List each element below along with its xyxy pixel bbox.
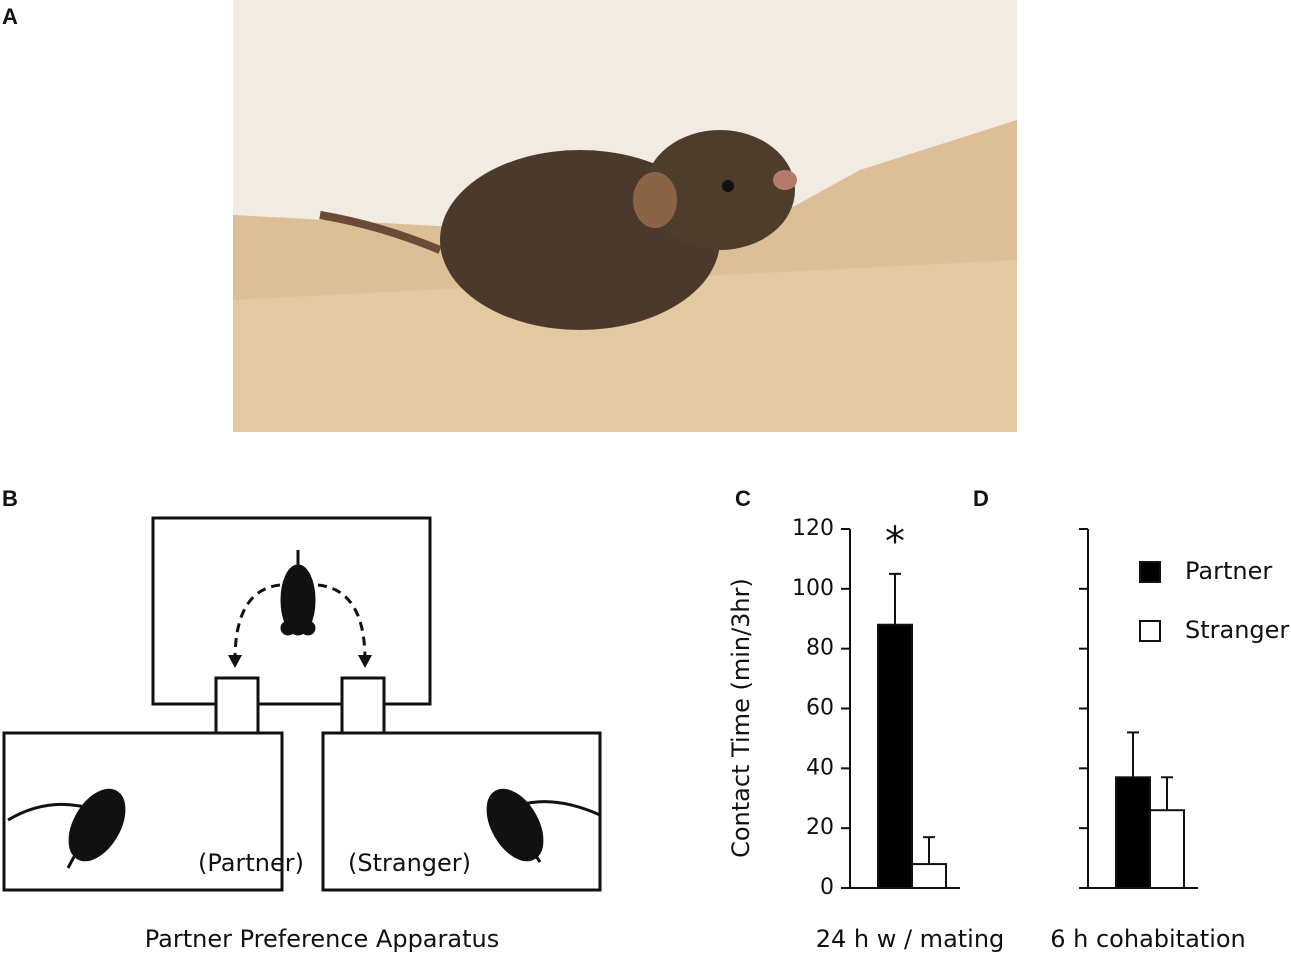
panel-label: D bbox=[973, 486, 989, 511]
legend-swatch bbox=[1139, 620, 1161, 642]
error-bar bbox=[1127, 731, 1139, 778]
error-bar bbox=[889, 572, 901, 625]
panel-label: C bbox=[735, 486, 751, 511]
y-tick-label: 20 bbox=[806, 815, 834, 840]
panel-label: B bbox=[2, 486, 18, 511]
y-tick-label: 100 bbox=[792, 576, 834, 601]
panel-label: A bbox=[2, 4, 18, 29]
annotation: * bbox=[885, 519, 905, 565]
partner-label: (Partner) bbox=[198, 849, 304, 877]
y-tick-label: 60 bbox=[806, 696, 834, 721]
photo bbox=[233, 0, 1017, 432]
error-bar bbox=[1161, 776, 1173, 811]
x-axis-label: 6 h cohabitation bbox=[1050, 925, 1246, 953]
caption: Partner Preference Apparatus bbox=[145, 925, 499, 953]
bar bbox=[911, 863, 947, 889]
legend-label: Partner bbox=[1185, 557, 1272, 585]
apparatus-diagram bbox=[2, 516, 602, 892]
legend-label: Stranger bbox=[1185, 616, 1289, 644]
y-tick-label: 120 bbox=[792, 516, 834, 541]
bar bbox=[1115, 776, 1151, 890]
bar bbox=[877, 623, 913, 889]
y-tick-label: 40 bbox=[806, 755, 834, 780]
stranger-label: (Stranger) bbox=[348, 849, 471, 877]
y-tick-label: 80 bbox=[806, 636, 834, 661]
y-axis-label: Contact Time (min/3hr) bbox=[727, 578, 755, 858]
legend-swatch bbox=[1139, 561, 1161, 583]
y-tick-label: 0 bbox=[820, 875, 834, 900]
bar bbox=[1149, 809, 1185, 890]
x-axis-label: 24 h w / mating bbox=[816, 925, 1005, 953]
error-bar bbox=[923, 836, 935, 865]
